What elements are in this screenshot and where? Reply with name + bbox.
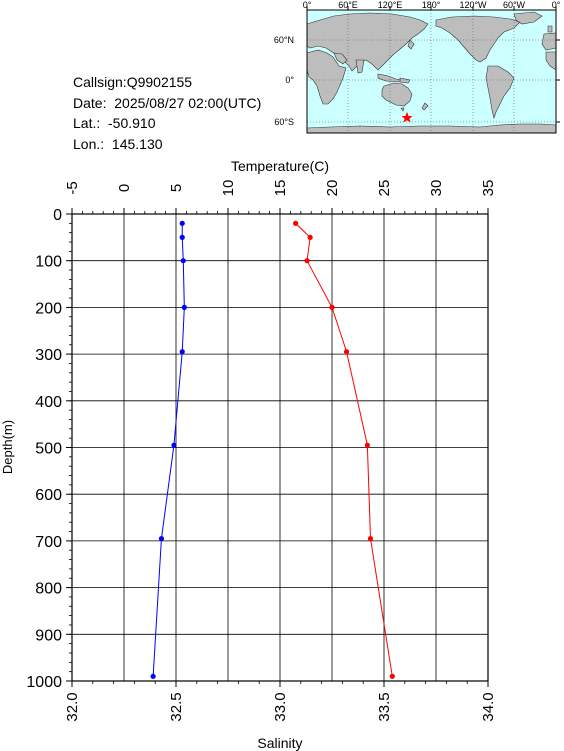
- depth-tick-label: 100: [35, 254, 62, 271]
- depth-tick-label: 900: [35, 627, 62, 644]
- map-lat-label: 0°: [285, 75, 294, 85]
- map-graticule: [307, 10, 556, 133]
- land-eurasia: [306, 12, 429, 72]
- temperature-tick-label: 25: [376, 180, 393, 197]
- salinity-tick-label: 33.0: [272, 692, 289, 721]
- land-west-africa: [545, 51, 557, 71]
- salinity-profile-line: [152, 223, 185, 677]
- salinity-data-point: [179, 220, 185, 226]
- land-new-zealand: [421, 102, 429, 111]
- map-top-labels: 0° 60°E 120°E 180° 120°W 60°W 0°: [303, 0, 561, 10]
- salinity-data-point: [179, 349, 185, 355]
- temperature-tick-label: 0: [116, 184, 133, 192]
- depth-tick-label: 300: [35, 347, 62, 364]
- temperature-data-point: [364, 442, 370, 448]
- chart-grid: [71, 213, 489, 682]
- temperature-data-point: [343, 349, 350, 355]
- salinity-axis-label: Salinity: [257, 735, 302, 751]
- temperature-data-point: [304, 258, 310, 264]
- land-north-america: [435, 15, 521, 63]
- map-lon-label: 180°: [422, 0, 441, 10]
- depth-axis-label: Depth(m): [0, 420, 15, 474]
- map-lon-label: 0°: [303, 0, 312, 10]
- temperature-data-point: [307, 234, 313, 240]
- land-tasmania: [400, 107, 405, 112]
- temperature-tick-label: 30: [428, 180, 445, 197]
- chart-series: [150, 220, 395, 679]
- map-land: [306, 11, 557, 134]
- depth-tick-label: 1000: [26, 674, 62, 691]
- salinity-data-point: [179, 234, 185, 240]
- temperature-profile-line: [295, 222, 393, 677]
- station-info: Callsign:Q9902155 Date: 2025/08/27 02:00…: [73, 72, 261, 154]
- map-lon-label: 120°E: [378, 0, 403, 10]
- salinity-tick-label: 32.0: [64, 692, 81, 721]
- depth-tick-label: 600: [35, 487, 62, 504]
- salinity-tick-label: 32.5: [168, 692, 185, 721]
- land-africa: [306, 49, 347, 105]
- temperature-tick-label: 15: [272, 180, 289, 197]
- depth-tick-label: 700: [35, 534, 62, 551]
- depth-tick-label: 500: [35, 441, 62, 458]
- salinity-data-point: [171, 442, 177, 448]
- salinity-data-point: [150, 673, 156, 679]
- temperature-axis-label: Temperature(C): [231, 158, 329, 174]
- land-japan: [407, 39, 415, 50]
- land-uk: [547, 25, 553, 33]
- temperature-data-point: [329, 304, 335, 310]
- salinity-data-point: [158, 535, 165, 542]
- land-australia: [381, 82, 413, 107]
- callsign-label: Callsign:Q9902155: [73, 74, 193, 90]
- temperature-data-point: [367, 535, 374, 542]
- salinity-data-point: [180, 258, 186, 264]
- map-side-labels: 60°N 0° 60°S 60°N: [274, 35, 295, 127]
- date-label: Date: 2025/08/27 02:00(UTC): [73, 94, 262, 111]
- land-india: [355, 59, 365, 74]
- map-lon-label: 60°W: [503, 0, 526, 10]
- land-greenland: [513, 11, 543, 25]
- map-lon-label: 60°E: [338, 0, 358, 10]
- salinity-data-point: [181, 304, 187, 310]
- map-lon-label: 0°: [552, 0, 561, 10]
- depth-tick-label: 800: [35, 581, 62, 598]
- longitude-label: Lon.: 145.130: [73, 135, 163, 152]
- map-frame-ticks: [306, 6, 560, 123]
- temperature-tick-label: 5: [168, 184, 185, 192]
- salinity-tick-label: 34.0: [480, 692, 497, 721]
- temperature-tick-label: 10: [220, 180, 237, 197]
- latitude-label: Lat.: -50.910: [73, 115, 156, 131]
- land-new-guinea: [399, 77, 411, 84]
- depth-tick-label: 400: [35, 394, 62, 411]
- temperature-tick-label: -5: [64, 181, 81, 194]
- depth-tick-label: 0: [53, 207, 62, 224]
- salinity-tick-label: 33.5: [376, 692, 393, 721]
- map-lat-label: 60°S: [274, 117, 294, 127]
- star-icon: [401, 111, 413, 123]
- map-lon-label: 120°W: [459, 0, 487, 10]
- map-lat-label: 60°N: [274, 35, 294, 45]
- world-map: 0° 60°E 120°E 180° 120°W 60°W 0° 60°N 0°…: [274, 0, 561, 134]
- temperature-tick-label: 35: [480, 180, 497, 197]
- temperature-data-point: [293, 220, 299, 226]
- land-europe-west: [541, 32, 557, 51]
- temperature-tick-label: 20: [324, 180, 341, 197]
- temperature-data-point: [389, 673, 395, 679]
- land-arabia: [333, 52, 348, 65]
- land-south-america: [485, 65, 515, 120]
- depth-tick-label: 200: [35, 300, 62, 317]
